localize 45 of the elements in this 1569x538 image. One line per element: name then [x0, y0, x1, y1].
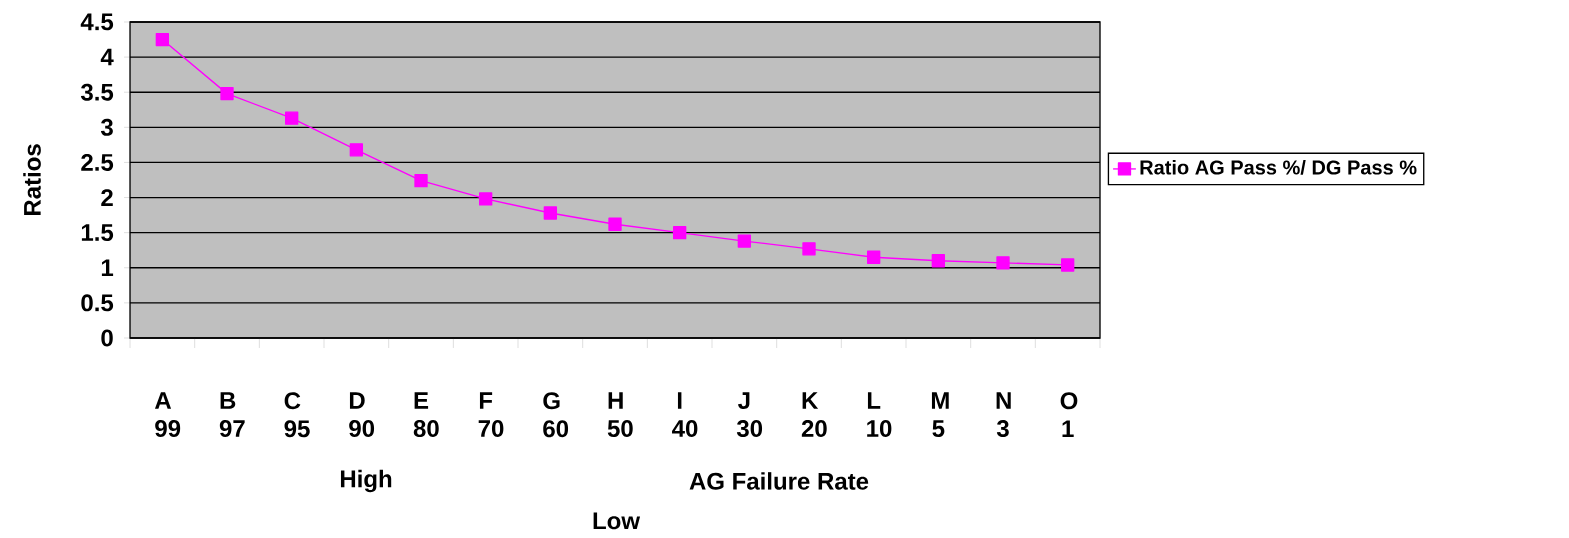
- point: [931, 254, 946, 268]
- y-tick-label: 0: [101, 329, 113, 347]
- x-tick-label: A 99: [154, 392, 181, 437]
- point: [608, 217, 622, 231]
- y-tick-label: 4: [100, 48, 114, 66]
- text: Low: [593, 512, 641, 530]
- x-tick-label: J 30: [736, 392, 763, 438]
- x-tick-label: M 5: [931, 392, 949, 437]
- point: [996, 256, 1010, 270]
- point: [479, 192, 493, 206]
- x-tick-label: D 90: [349, 392, 375, 437]
- x-tick-label: O 1: [1060, 392, 1078, 438]
- y-tick-label: 1.5: [81, 224, 114, 242]
- point: [673, 225, 687, 240]
- point: [737, 234, 752, 248]
- y-tick-label: 3: [100, 118, 113, 136]
- y-tick-label: 2.5: [81, 153, 114, 171]
- x-tick-label: F 70: [478, 392, 504, 437]
- point: [285, 111, 299, 125]
- y-tick-label: 2: [101, 189, 113, 206]
- x-tick-label: K 20: [801, 392, 827, 437]
- point: [1061, 258, 1075, 272]
- x-tick-label: L 10: [867, 392, 892, 437]
- point: [414, 174, 428, 188]
- x-axis-title: AG Failure Rate: [689, 472, 869, 490]
- x-tick-label: B 97: [219, 392, 245, 437]
- y-tick-label: 3.5: [80, 83, 114, 101]
- point: [220, 86, 234, 101]
- x-tick-label: I 40: [672, 392, 698, 437]
- y-tick-label: 4.5: [80, 13, 114, 31]
- point: [543, 206, 558, 220]
- x-tick-label: N 3: [996, 392, 1011, 438]
- point: [802, 242, 816, 256]
- point: [155, 32, 170, 47]
- x-tick-label: E 80: [413, 392, 439, 437]
- x-tick-label: H 50: [607, 392, 633, 437]
- legend-label: Ratio AG Pass %/ DG Pass %: [1140, 159, 1417, 175]
- text: High: [340, 469, 392, 493]
- x-tick-label: G 60: [543, 392, 569, 438]
- y-tick-label: 1: [101, 259, 114, 277]
- point: [867, 250, 881, 264]
- y-tick-label: 0.5: [81, 294, 114, 312]
- y-axis-title: Ratios: [23, 144, 41, 216]
- x-tick-label: C 95: [284, 392, 310, 438]
- point: [349, 143, 364, 157]
